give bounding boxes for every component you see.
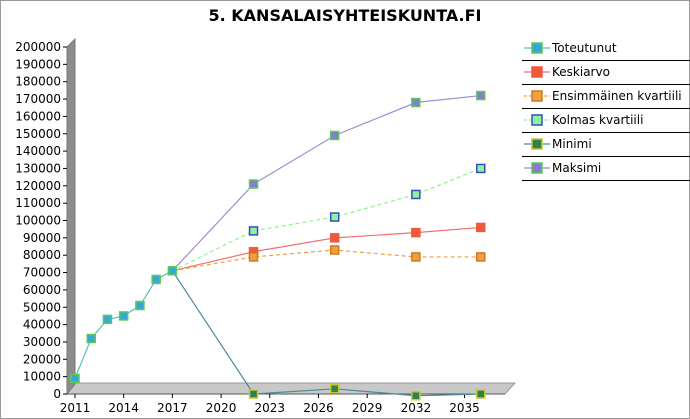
data-point-kolmas-kvartiili [476, 163, 486, 174]
chart-floor [66, 382, 517, 395]
legend-swatch [524, 138, 550, 150]
legend-swatch [524, 114, 550, 126]
data-point-minimi [329, 384, 340, 394]
legend-item-maksimi: Maksimi [522, 158, 690, 181]
legend-label: Minimi [552, 137, 592, 151]
legend-label: Keskiarvo [552, 65, 610, 79]
legend-label: Maksimi [552, 161, 602, 175]
y-tick-label: 10000 [23, 370, 61, 384]
data-point-kolmas-kvartiili [248, 226, 259, 236]
y-tick-label: 100000 [15, 214, 61, 228]
legend-swatch-marker [531, 90, 543, 102]
series-line-toteutunut [74, 270, 173, 379]
legend-swatch [524, 90, 550, 102]
legend-item-kolmas-kvartiili: Kolmas kvartiili [522, 110, 690, 133]
y-tick-label: 180000 [15, 75, 61, 89]
y-tick-label: 160000 [15, 109, 61, 123]
y-tick-label: 190000 [15, 57, 61, 71]
x-tick-label: 2011 [60, 401, 91, 415]
legend-swatch-marker [531, 42, 543, 54]
data-point-keskiarvo [411, 227, 421, 238]
series-line-keskiarvo [172, 226, 481, 272]
legend-swatch-marker [531, 162, 543, 174]
x-axis-floor [66, 382, 517, 395]
legend-label: Ensimmäinen kvartiili [552, 89, 682, 103]
x-tick-label: 2020 [206, 401, 237, 415]
data-point-maksimi [248, 179, 259, 189]
legend-swatch-marker [531, 66, 543, 78]
data-point-toteutunut [167, 266, 178, 276]
y-tick-label: 30000 [23, 335, 61, 349]
data-point-toteutunut [135, 300, 145, 311]
y-tick-label: 140000 [15, 144, 61, 158]
x-axis-ticks: 2011 2014 2017 2020 2023 2026 2029 2032 2035 [60, 394, 480, 415]
y-axis-ticks: 0 10000 20000 30000 40000 50000 60000 70000 8000… [15, 40, 67, 401]
y-axis-wall [66, 37, 76, 396]
series-line-maksimi [171, 94, 481, 272]
legend-swatch [524, 66, 550, 78]
legend-label: Kolmas kvartiili [552, 113, 644, 127]
data-point-ensimm-inen-kvartiili [476, 252, 486, 262]
y-tick-label: 200000 [15, 40, 61, 54]
y-tick-label: 90000 [23, 231, 61, 245]
y-tick-label: 70000 [23, 266, 61, 280]
data-point-maksimi [411, 97, 421, 108]
chart-title: 5. KANSALAISYHTEISKUNTA.FI [208, 6, 482, 25]
legend-item-keskiarvo: Keskiarvo [522, 62, 690, 85]
legend-item-minimi: Minimi [522, 134, 690, 157]
legend-item-ensimm-inen-kvartiili: Ensimmäinen kvartiili [522, 86, 690, 109]
data-point-minimi [248, 389, 259, 399]
y-tick-label: 0 [53, 387, 61, 401]
y-tick-label: 110000 [15, 196, 61, 210]
data-point-toteutunut [118, 311, 129, 321]
x-tick-label: 2029 [352, 401, 383, 415]
series-line-minimi [171, 270, 481, 397]
data-point-ensimm-inen-kvartiili [248, 252, 259, 262]
y-tick-label: 40000 [23, 318, 61, 332]
data-point-keskiarvo [329, 233, 340, 243]
y-tick-label: 50000 [23, 300, 61, 314]
x-tick-label: 2017 [157, 401, 188, 415]
legend: Toteutunut Keskiarvo Ensimmäinen kvartiili… [522, 38, 690, 182]
y-tick-label: 80000 [23, 248, 61, 262]
data-point-toteutunut [151, 274, 161, 285]
legend-item-toteutunut: Toteutunut [522, 38, 690, 61]
data-point-minimi [411, 390, 421, 401]
data-point-toteutunut [70, 373, 80, 384]
y-tick-label: 130000 [15, 161, 61, 175]
y-tick-label: 20000 [23, 352, 61, 366]
legend-label: Toteutunut [552, 41, 617, 55]
chart-wall [66, 37, 76, 396]
legend-swatch [524, 162, 550, 174]
y-tick-label: 150000 [15, 127, 61, 141]
x-tick-label: 2032 [401, 401, 432, 415]
x-tick-label: 2026 [303, 401, 334, 415]
series-markers [70, 90, 486, 401]
data-point-minimi [476, 389, 486, 399]
data-point-ensimm-inen-kvartiili [411, 252, 421, 262]
x-tick-label: 2014 [108, 401, 139, 415]
series-lines [74, 94, 481, 397]
data-point-toteutunut [102, 314, 113, 325]
data-point-kolmas-kvartiili [411, 189, 421, 200]
x-tick-label: 2023 [254, 401, 285, 415]
y-tick-label: 170000 [15, 92, 61, 106]
data-point-maksimi [329, 130, 340, 141]
data-point-maksimi [476, 90, 486, 101]
data-point-keskiarvo [476, 222, 486, 233]
data-point-toteutunut [86, 333, 96, 344]
series-line-kolmas-kvartiili [172, 167, 481, 272]
legend-swatch [524, 42, 550, 54]
legend-swatch-marker [531, 114, 543, 126]
data-point-ensimm-inen-kvartiili [329, 245, 340, 255]
data-point-kolmas-kvartiili [329, 212, 340, 222]
y-tick-label: 120000 [15, 179, 61, 193]
legend-swatch-marker [531, 138, 543, 150]
y-tick-label: 60000 [23, 283, 61, 297]
x-tick-label: 2035 [449, 401, 480, 415]
